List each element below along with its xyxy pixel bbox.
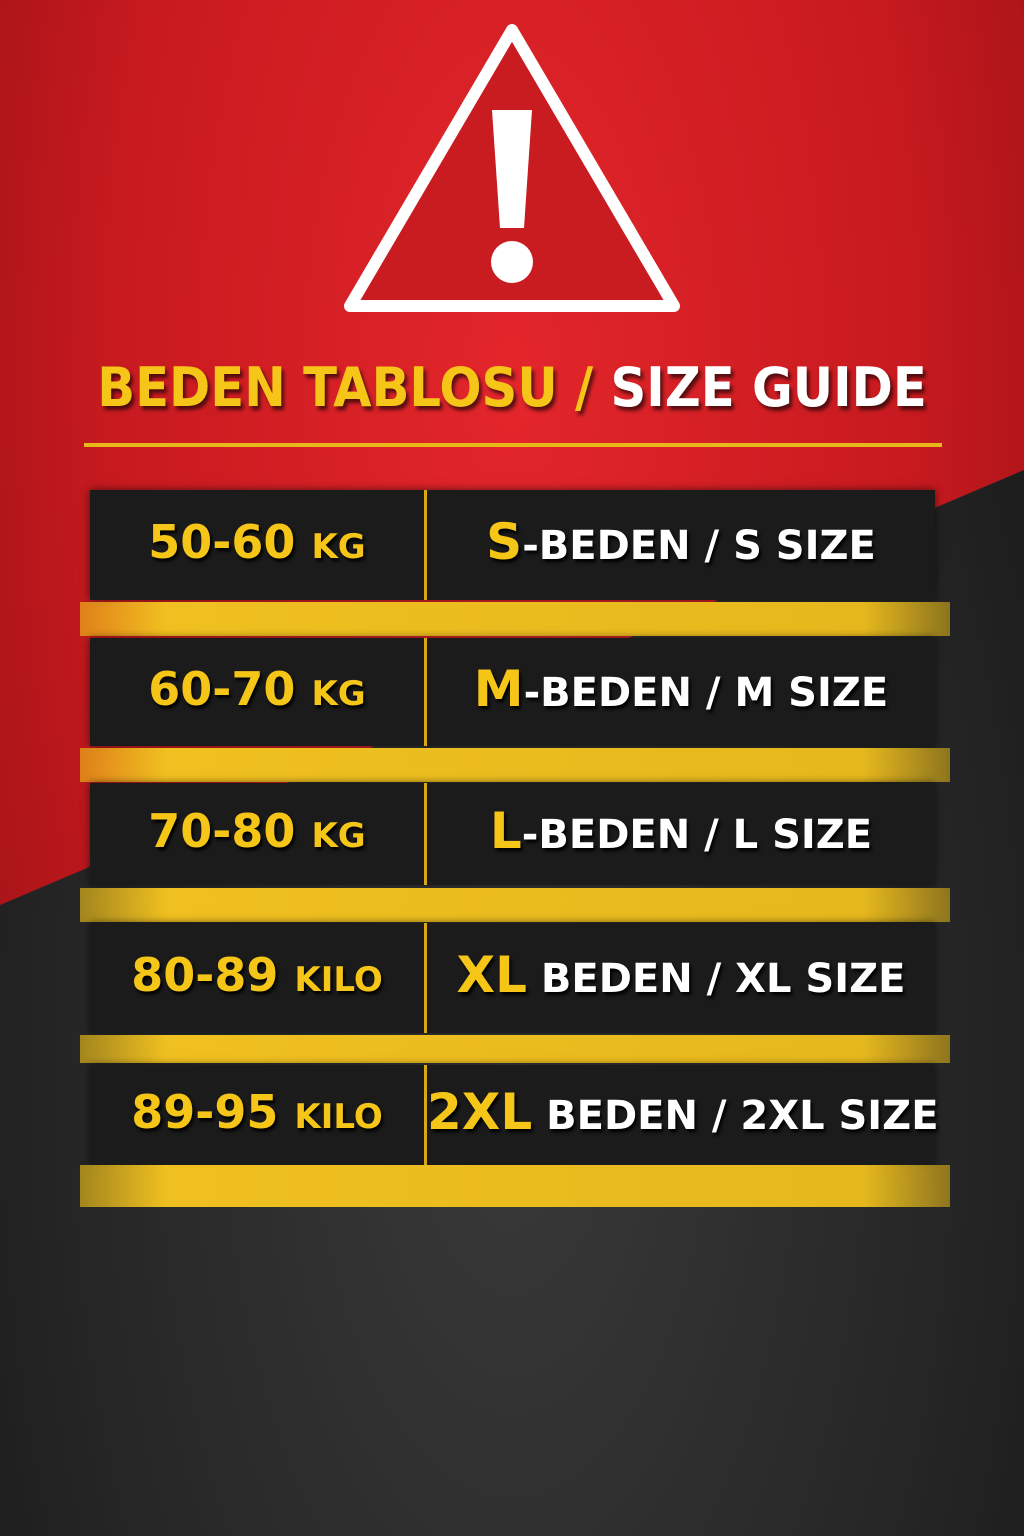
size-letter: M bbox=[473, 660, 524, 718]
weight-unit: KG bbox=[311, 674, 366, 714]
size-label: S-BEDEN / S SIZE bbox=[427, 513, 935, 571]
column-divider bbox=[424, 638, 427, 746]
title-slash: / bbox=[574, 356, 594, 419]
weight-range: 70-80 KG bbox=[90, 804, 424, 858]
size-label: 2XL BEDEN / 2XL SIZE bbox=[427, 1083, 939, 1141]
size-label: M-BEDEN / M SIZE bbox=[427, 660, 935, 718]
size-label: L-BEDEN / L SIZE bbox=[427, 802, 935, 860]
weight-value: 70-80 bbox=[148, 804, 296, 858]
size-text: -BEDEN / S SIZE bbox=[522, 523, 876, 569]
weight-value: 80-89 bbox=[131, 948, 279, 1002]
size-row bbox=[90, 1065, 935, 1165]
column-divider bbox=[424, 1065, 427, 1165]
weight-unit: KILO bbox=[294, 960, 383, 1000]
size-row bbox=[90, 783, 935, 885]
size-letter: XL bbox=[456, 946, 527, 1004]
size-text: -BEDEN / M SIZE bbox=[523, 670, 889, 716]
column-divider bbox=[424, 490, 427, 600]
size-letter: S bbox=[486, 513, 523, 571]
size-row bbox=[90, 490, 935, 600]
column-divider bbox=[424, 783, 427, 885]
weight-unit: KILO bbox=[294, 1097, 383, 1137]
weight-range: 89-95 KILO bbox=[90, 1085, 424, 1139]
weight-value: 89-95 bbox=[131, 1085, 279, 1139]
size-letter: L bbox=[489, 802, 522, 860]
weight-range: 60-70 KG bbox=[90, 662, 424, 716]
size-label: XL BEDEN / XL SIZE bbox=[427, 946, 935, 1004]
title-english: SIZE GUIDE bbox=[610, 356, 927, 419]
weight-range: 50-60 KG bbox=[90, 515, 424, 569]
weight-value: 60-70 bbox=[148, 662, 296, 716]
title-turkish: BEDEN TABLOSU bbox=[97, 356, 558, 419]
size-text: BEDEN / XL SIZE bbox=[526, 956, 906, 1002]
size-letter: 2XL bbox=[427, 1083, 533, 1141]
weight-unit: KG bbox=[311, 527, 366, 567]
weight-range: 80-89 KILO bbox=[90, 948, 424, 1002]
yellow-stripe bbox=[80, 1035, 950, 1063]
yellow-stripe bbox=[80, 748, 950, 782]
yellow-stripe bbox=[80, 888, 950, 922]
size-row bbox=[90, 923, 935, 1033]
yellow-stripe bbox=[80, 602, 950, 636]
size-text: BEDEN / 2XL SIZE bbox=[532, 1093, 939, 1139]
weight-unit: KG bbox=[311, 816, 366, 856]
size-text: -BEDEN / L SIZE bbox=[521, 812, 873, 858]
column-divider bbox=[424, 923, 427, 1033]
title-underline bbox=[84, 443, 942, 447]
size-row bbox=[90, 638, 935, 746]
warning-triangle-icon bbox=[344, 24, 680, 312]
weight-value: 50-60 bbox=[148, 515, 296, 569]
yellow-stripe bbox=[80, 1165, 950, 1207]
page-title: BEDEN TABLOSU / SIZE GUIDE bbox=[41, 356, 983, 419]
